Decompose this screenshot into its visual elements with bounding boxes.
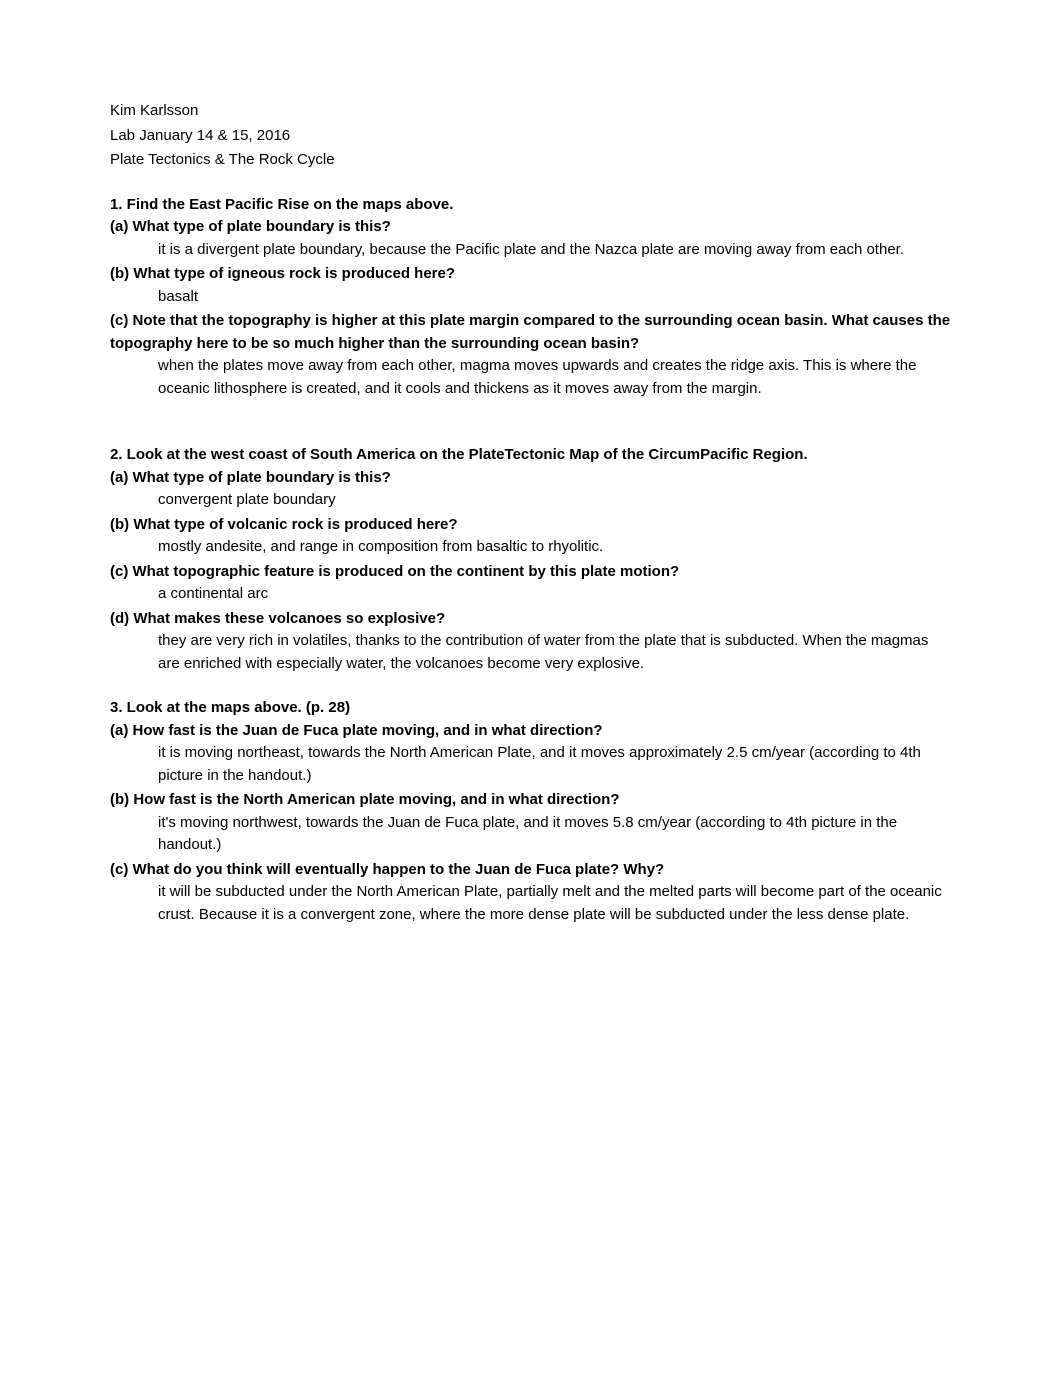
q2c-question: (c) What topographic feature is produced… [110, 561, 952, 584]
q1c-question: (c) Note that the topography is higher a… [110, 310, 952, 355]
q3c-question: (c) What do you think will eventually ha… [110, 859, 952, 882]
question-1: 1. Find the East Pacific Rise on the map… [110, 194, 952, 401]
author-name: Kim Karlsson [110, 100, 952, 123]
q3b-answer: it's moving northwest, towards the Juan … [110, 812, 952, 857]
q2c-answer: a continental arc [110, 583, 952, 606]
q1b-answer: basalt [110, 286, 952, 309]
q3a-answer: it is moving northeast, towards the Nort… [110, 742, 952, 787]
q2b-answer: mostly andesite, and range in compositio… [110, 536, 952, 559]
q1c-answer: when the plates move away from each othe… [110, 355, 952, 400]
question-2: 2. Look at the west coast of South Ameri… [110, 444, 952, 675]
document-header: Kim Karlsson Lab January 14 & 15, 2016 P… [110, 100, 952, 172]
q2b-question: (b) What type of volcanic rock is produc… [110, 514, 952, 537]
q1-title: 1. Find the East Pacific Rise on the map… [110, 194, 952, 217]
document-topic: Plate Tectonics & The Rock Cycle [110, 149, 952, 172]
q1a-question: (a) What type of plate boundary is this? [110, 216, 952, 239]
q3a-question: (a) How fast is the Juan de Fuca plate m… [110, 720, 952, 743]
q2d-answer: they are very rich in volatiles, thanks … [110, 630, 952, 675]
q3-title: 3. Look at the maps above. (p. 28) [110, 697, 952, 720]
lab-date: Lab January 14 & 15, 2016 [110, 125, 952, 148]
q1b-question: (b) What type of igneous rock is produce… [110, 263, 952, 286]
question-3: 3. Look at the maps above. (p. 28) (a) H… [110, 697, 952, 926]
q3c-answer: it will be subducted under the North Ame… [110, 881, 952, 926]
spacer [110, 422, 952, 444]
q1a-answer: it is a divergent plate boundary, becaus… [110, 239, 952, 262]
q3b-question: (b) How fast is the North American plate… [110, 789, 952, 812]
q2-title: 2. Look at the west coast of South Ameri… [110, 444, 952, 467]
q2a-answer: convergent plate boundary [110, 489, 952, 512]
q2d-question: (d) What makes these volcanoes so explos… [110, 608, 952, 631]
q2a-question: (a) What type of plate boundary is this? [110, 467, 952, 490]
